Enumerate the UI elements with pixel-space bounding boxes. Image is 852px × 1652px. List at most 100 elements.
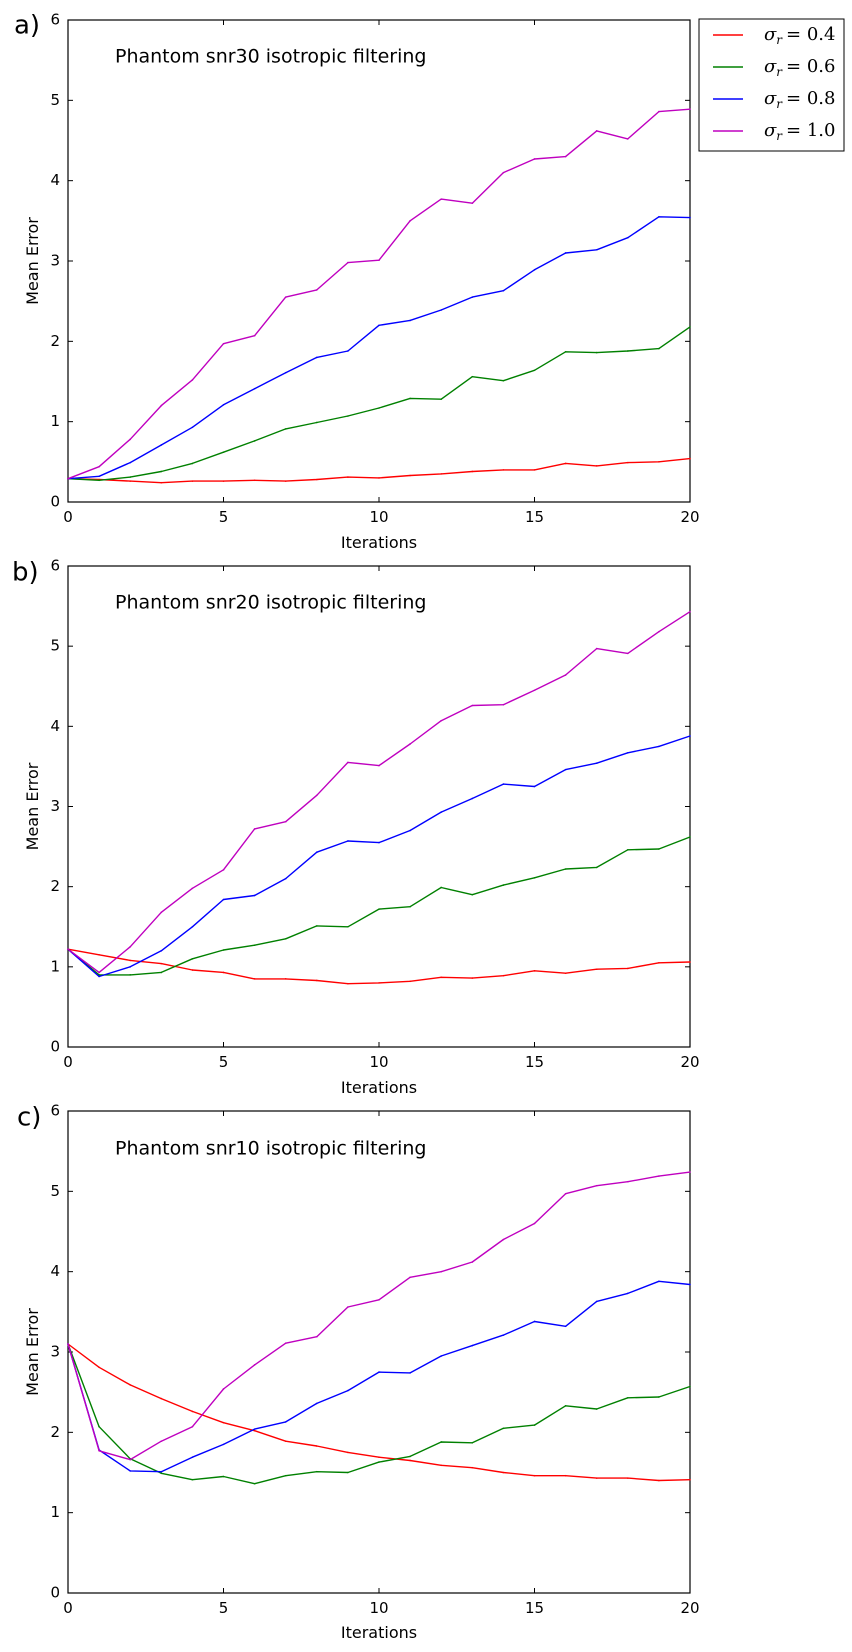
legend-value: = 0.8 — [786, 88, 835, 109]
data-point — [564, 350, 567, 353]
legend-symbol: σ — [764, 88, 777, 109]
data-point — [347, 1471, 349, 1474]
panel-label: a) — [14, 11, 40, 41]
data-point — [222, 971, 225, 974]
data-point — [253, 894, 256, 897]
data-point — [316, 421, 318, 424]
data-point — [347, 1389, 349, 1392]
data-point — [191, 958, 194, 960]
data-point — [222, 480, 225, 482]
x-tick-label: 20 — [680, 508, 699, 526]
data-point — [440, 473, 443, 475]
data-point — [129, 476, 131, 478]
data-point — [284, 1421, 287, 1423]
data-point — [689, 961, 691, 963]
data-point — [378, 982, 380, 984]
data-point — [347, 925, 349, 928]
data-point — [627, 751, 629, 754]
data-point — [564, 972, 567, 975]
data-point — [627, 1477, 629, 1479]
x-axis-label: Iterations — [341, 533, 417, 552]
data-point — [564, 768, 567, 771]
data-point — [191, 887, 194, 890]
legend-subscript: r — [776, 129, 783, 143]
data-point — [222, 1443, 225, 1446]
data-point — [658, 1175, 660, 1177]
data-point — [564, 1325, 567, 1328]
data-point — [533, 689, 536, 692]
data-point — [409, 1276, 411, 1279]
data-point — [347, 840, 349, 842]
legend-subscript: r — [776, 33, 783, 47]
data-point — [284, 978, 287, 980]
data-point — [347, 1306, 349, 1308]
data-point — [440, 811, 443, 813]
data-point — [595, 866, 598, 869]
data-point — [689, 216, 691, 219]
data-point — [564, 674, 567, 676]
data-point — [533, 970, 536, 972]
x-tick-label: 10 — [369, 508, 388, 526]
y-tick-label: 2 — [50, 1423, 60, 1441]
data-point — [253, 828, 256, 830]
data-point — [627, 848, 629, 851]
data-point — [689, 1478, 691, 1481]
data-point — [284, 877, 287, 880]
data-point — [627, 967, 629, 970]
data-point — [347, 350, 349, 352]
y-axis-label: Mean Error — [23, 1308, 42, 1396]
data-point — [378, 477, 380, 479]
y-tick-label: 0 — [50, 493, 60, 511]
data-point — [409, 397, 411, 400]
data-point — [440, 1441, 443, 1443]
y-tick-label: 5 — [50, 91, 60, 109]
x-tick-label: 5 — [219, 1053, 229, 1071]
data-point — [564, 868, 567, 870]
panel-label: c) — [17, 1103, 41, 1133]
data-point — [316, 794, 318, 797]
data-point — [98, 479, 100, 482]
legend-symbol: σ — [764, 56, 777, 77]
data-point — [658, 216, 660, 218]
data-point — [191, 1456, 194, 1459]
data-point — [595, 248, 598, 251]
data-point — [595, 968, 598, 971]
data-point — [595, 351, 598, 354]
data-point — [471, 375, 474, 378]
data-point — [347, 476, 349, 478]
legend-label: σr = 0.8 — [764, 88, 835, 111]
legend-label: σr = 0.4 — [764, 24, 835, 47]
chart-panel-2: b) 0 5 10 15 20 0 1 2 3 4 5 6 Phantom snr20 isotropic… — [12, 557, 700, 1098]
x-tick-label: 20 — [680, 1053, 699, 1071]
data-point — [316, 289, 318, 291]
data-point — [191, 1410, 194, 1413]
y-tick-label: 6 — [50, 557, 60, 575]
data-point — [502, 884, 505, 886]
data-point — [533, 877, 536, 879]
data-point — [67, 477, 69, 480]
data-point — [160, 444, 163, 446]
data-point — [98, 465, 100, 468]
data-point — [564, 462, 567, 465]
data-point — [533, 785, 536, 788]
y-tick-label: 6 — [50, 11, 60, 29]
data-point — [160, 404, 163, 407]
x-tick-label: 5 — [219, 1599, 229, 1617]
data-point — [689, 1385, 691, 1388]
data-point — [533, 1474, 536, 1477]
y-axis-label: Mean Error — [23, 762, 42, 850]
data-point — [627, 652, 629, 655]
data-point — [689, 1283, 691, 1286]
data-point — [689, 610, 691, 613]
data-point — [191, 969, 194, 971]
data-point — [98, 475, 100, 478]
data-point — [440, 1464, 443, 1467]
y-tick-label: 2 — [50, 877, 60, 895]
chart-title: Phantom snr10 isotropic filtering — [115, 1138, 426, 1160]
data-point — [502, 289, 505, 292]
data-point — [129, 974, 131, 976]
data-point — [347, 1451, 349, 1454]
data-point — [378, 764, 380, 767]
data-point — [378, 1461, 380, 1463]
data-point — [316, 1402, 318, 1405]
